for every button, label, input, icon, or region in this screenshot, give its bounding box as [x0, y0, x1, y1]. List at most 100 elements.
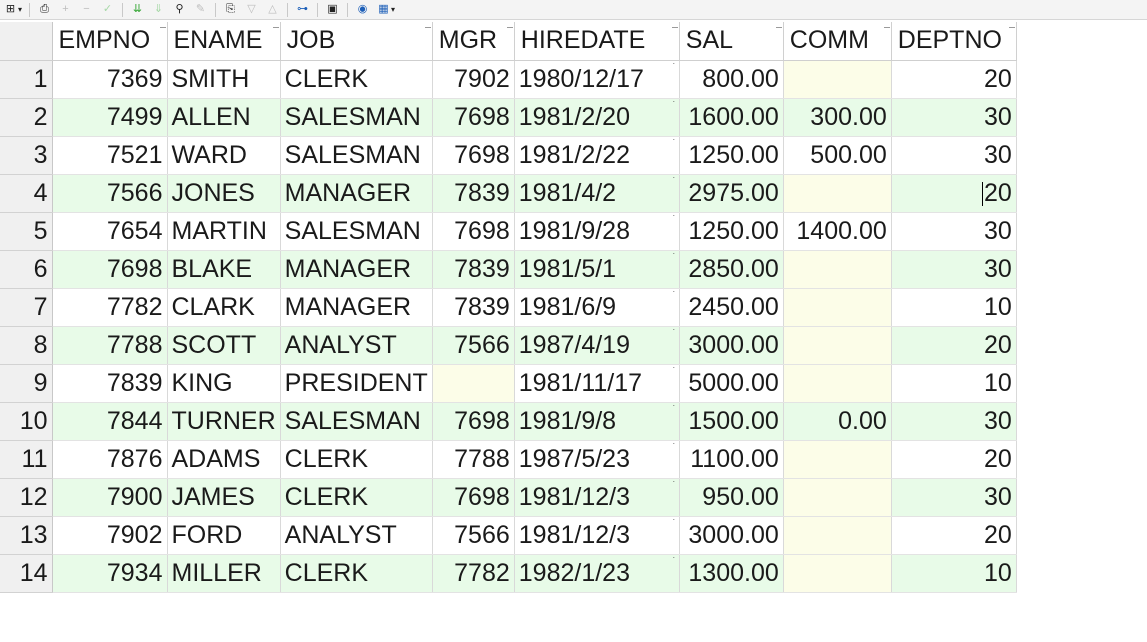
cell-job[interactable]: CLERK — [280, 60, 433, 99]
cell-mgr[interactable]: 7902 — [432, 60, 515, 99]
date-picker-icon[interactable]: ˙ — [672, 175, 676, 186]
date-picker-icon[interactable]: ˙ — [672, 403, 676, 414]
row-number[interactable]: 3 — [0, 136, 53, 175]
cell-comm[interactable] — [783, 364, 892, 403]
query-icon[interactable]: ⎘ — [226, 3, 235, 15]
cell-sal[interactable]: 1500.00 — [679, 402, 784, 441]
column-header-deptno[interactable]: DEPTNO — [891, 22, 1017, 61]
cell-job[interactable]: CLERK — [280, 478, 433, 517]
cell-empno[interactable]: 7782 — [52, 288, 168, 327]
cell-ename[interactable]: CLARK — [167, 288, 281, 327]
cell-ename[interactable]: JAMES — [167, 478, 281, 517]
table-row[interactable]: 11 7876 ADAMS CLERK 7788 1987/5/23 ˙ 1100.00 20 — [0, 440, 1017, 479]
row-number[interactable]: 13 — [0, 516, 53, 555]
row-number[interactable]: 10 — [0, 402, 53, 441]
table-row[interactable]: 4 7566 JONES MANAGER 7839 1981/4/2 ˙ 2975.00 20 — [0, 174, 1017, 213]
cell-sal[interactable]: 5000.00 — [679, 364, 784, 403]
cell-empno[interactable]: 7900 — [52, 478, 168, 517]
cell-hiredate[interactable]: 1981/2/22 ˙ — [514, 136, 680, 175]
cell-mgr[interactable]: 7698 — [432, 212, 515, 251]
cell-ename[interactable]: ALLEN — [167, 98, 281, 137]
cell-empno[interactable]: 7521 — [52, 136, 168, 175]
cell-empno[interactable]: 7844 — [52, 402, 168, 441]
cell-sal[interactable]: 2975.00 — [679, 174, 784, 213]
cell-deptno[interactable]: 10 — [891, 288, 1017, 327]
cell-job[interactable]: ANALYST — [280, 326, 433, 365]
date-picker-icon[interactable]: ˙ — [672, 517, 676, 528]
cell-hiredate[interactable]: 1981/6/9 ˙ — [514, 288, 680, 327]
cell-ename[interactable]: SMITH — [167, 60, 281, 99]
find-icon[interactable]: ⚲ — [175, 3, 184, 15]
cell-comm[interactable] — [783, 440, 892, 479]
table-row[interactable]: 6 7698 BLAKE MANAGER 7839 1981/5/1 ˙ 2850.00 30 — [0, 250, 1017, 289]
cell-hiredate[interactable]: 1981/4/2 ˙ — [514, 174, 680, 213]
column-header-empno[interactable]: EMPNO — [52, 22, 168, 61]
post-edit-icon[interactable]: ✓ — [102, 3, 113, 15]
cell-hiredate[interactable]: 1987/4/19 ˙ — [514, 326, 680, 365]
cell-ename[interactable]: TURNER — [167, 402, 281, 441]
cell-empno[interactable]: 7499 — [52, 98, 168, 137]
row-number[interactable]: 8 — [0, 326, 53, 365]
cell-empno[interactable]: 7369 — [52, 60, 168, 99]
table-row[interactable]: 7 7782 CLARK MANAGER 7839 1981/6/9 ˙ 2450.00 10 — [0, 288, 1017, 327]
cell-deptno[interactable]: 20 — [891, 440, 1017, 479]
cell-mgr[interactable]: 7698 — [432, 402, 515, 441]
row-number[interactable]: 2 — [0, 98, 53, 137]
cell-ename[interactable]: MARTIN — [167, 212, 281, 251]
cell-hiredate[interactable]: 1981/2/20 ˙ — [514, 98, 680, 137]
cell-hiredate[interactable]: 1981/9/28 ˙ — [514, 212, 680, 251]
table-row[interactable]: 5 7654 MARTIN SALESMAN 7698 1981/9/28 ˙ 1250.00… — [0, 212, 1017, 251]
column-header-ename[interactable]: ENAME — [167, 22, 281, 61]
column-header-mgr[interactable]: MGR — [432, 22, 515, 61]
cell-comm[interactable]: 300.00 — [783, 98, 892, 137]
cell-sal[interactable]: 950.00 — [679, 478, 784, 517]
cell-ename[interactable]: KING — [167, 364, 281, 403]
refresh-all-icon[interactable]: ⇓ — [153, 3, 164, 15]
row-number[interactable]: 4 — [0, 174, 53, 213]
add-record-icon[interactable]: + — [62, 3, 69, 15]
refresh-icon[interactable]: ⇊ — [132, 3, 143, 15]
cell-job[interactable]: SALESMAN — [280, 212, 433, 251]
cell-sal[interactable]: 2450.00 — [679, 288, 784, 327]
cell-mgr[interactable]: 7566 — [432, 326, 515, 365]
cell-ename[interactable]: ADAMS — [167, 440, 281, 479]
cell-mgr[interactable]: 7839 — [432, 288, 515, 327]
cell-comm[interactable] — [783, 60, 892, 99]
table-row[interactable]: 10 7844 TURNER SALESMAN 7698 1981/9/8 ˙ 1500.00… — [0, 402, 1017, 441]
cell-job[interactable]: MANAGER — [280, 250, 433, 289]
save-icon[interactable]: ▣ — [327, 3, 338, 15]
cell-ename[interactable]: SCOTT — [167, 326, 281, 365]
cell-empno[interactable]: 7839 — [52, 364, 168, 403]
cell-comm[interactable] — [783, 554, 892, 593]
table-row[interactable]: 14 7934 MILLER CLERK 7782 1982/1/23 ˙ 1300.00 10 — [0, 554, 1017, 593]
cell-hiredate[interactable]: 1981/9/8 ˙ — [514, 402, 680, 441]
filter-up-icon[interactable]: △ — [268, 3, 277, 15]
network-icon[interactable]: ⊶ — [297, 3, 308, 15]
cell-deptno[interactable]: 30 — [891, 250, 1017, 289]
cell-job[interactable]: SALESMAN — [280, 136, 433, 175]
row-number[interactable]: 6 — [0, 250, 53, 289]
cell-deptno[interactable]: 30 — [891, 478, 1017, 517]
cell-mgr[interactable]: 7839 — [432, 174, 515, 213]
row-number[interactable]: 14 — [0, 554, 53, 593]
cell-deptno[interactable]: 10 — [891, 554, 1017, 593]
cell-job[interactable]: CLERK — [280, 554, 433, 593]
cell-hiredate[interactable]: 1981/5/1 ˙ — [514, 250, 680, 289]
cell-deptno[interactable]: 20 — [891, 326, 1017, 365]
chart-icon[interactable]: ▦ — [378, 3, 389, 15]
date-picker-icon[interactable]: ˙ — [672, 327, 676, 338]
date-picker-icon[interactable]: ˙ — [672, 213, 676, 224]
cell-mgr[interactable]: 7782 — [432, 554, 515, 593]
cell-sal[interactable]: 1600.00 — [679, 98, 784, 137]
cell-sal[interactable]: 3000.00 — [679, 326, 784, 365]
table-row[interactable]: 1 7369 SMITH CLERK 7902 1980/12/17 ˙ 800.00 20 — [0, 60, 1017, 99]
cell-mgr[interactable]: 7698 — [432, 136, 515, 175]
cell-comm[interactable] — [783, 478, 892, 517]
date-picker-icon[interactable]: ˙ — [672, 137, 676, 148]
cell-deptno[interactable]: 30 — [891, 136, 1017, 175]
table-row[interactable]: 12 7900 JAMES CLERK 7698 1981/12/3 ˙ 950.00 30 — [0, 478, 1017, 517]
cell-sal[interactable]: 1300.00 — [679, 554, 784, 593]
row-number[interactable]: 9 — [0, 364, 53, 403]
column-header-job[interactable]: JOB — [280, 22, 433, 61]
cell-comm[interactable] — [783, 326, 892, 365]
